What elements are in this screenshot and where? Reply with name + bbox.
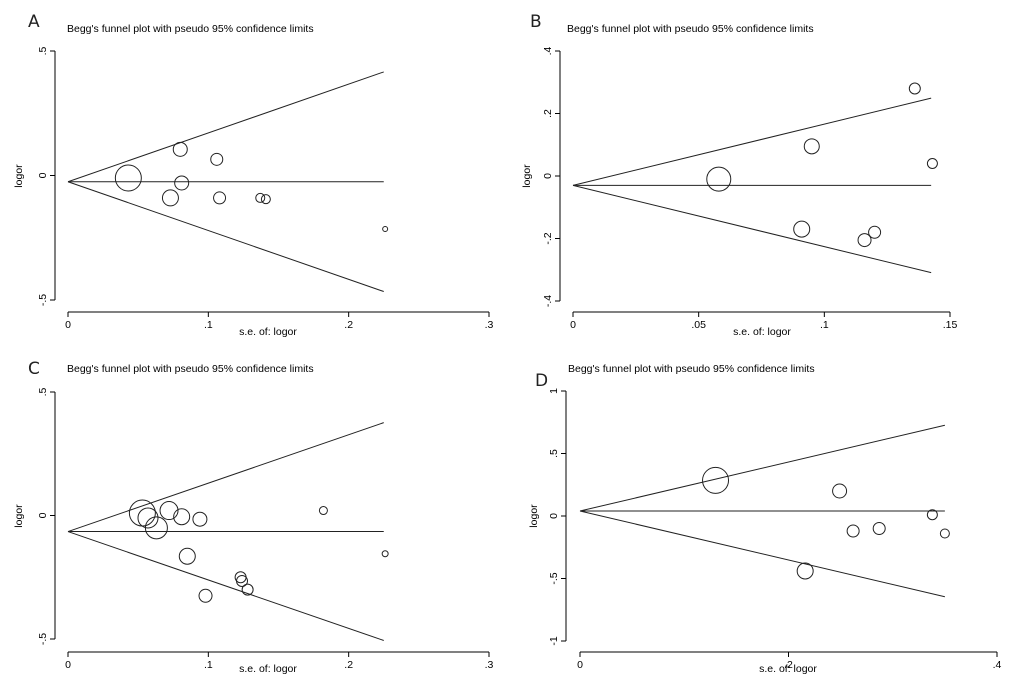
upper-confidence-limit-line	[67, 422, 384, 533]
study-point	[260, 194, 271, 205]
funnel-plot-panel-c: C Begg's funnel plot with pseudo 95% conf…	[13, 359, 494, 675]
study-point	[381, 550, 389, 558]
study-point	[868, 225, 882, 239]
y-axis-title: logor	[528, 504, 540, 528]
chart-title: Begg's funnel plot with pseudo 95% confi…	[67, 23, 314, 35]
study-point	[161, 189, 179, 207]
y-tick-label: 0	[37, 172, 49, 178]
x-axis-title: s.e. of: logor	[239, 663, 297, 675]
panel-label: A	[28, 12, 40, 32]
chart-title: Begg's funnel plot with pseudo 95% confi…	[567, 23, 814, 35]
y-tick-label: .5	[548, 449, 560, 458]
lower-confidence-limit-line	[579, 510, 945, 598]
lower-confidence-limit-line	[67, 531, 384, 641]
x-tick-label: .3	[485, 319, 494, 331]
study-point	[926, 509, 938, 521]
x-tick-label: .3	[485, 659, 494, 671]
x-tick-label: .1	[204, 319, 213, 331]
study-point	[939, 528, 950, 539]
study-point	[173, 508, 191, 526]
funnel-plot-panel-b: B Begg's funnel plot with pseudo 95% conf…	[521, 12, 957, 338]
panel-label: D	[535, 371, 548, 391]
study-point	[706, 166, 732, 192]
funnel-plot-panel-d: D Begg's funnel plot with pseudo 95% conf…	[528, 363, 1002, 675]
y-tick-label: -.5	[37, 294, 49, 306]
study-point	[174, 175, 190, 191]
study-point	[382, 226, 389, 233]
x-tick-label: 0	[65, 659, 71, 671]
study-point	[198, 588, 213, 603]
study-point	[210, 152, 224, 166]
study-point	[172, 141, 188, 157]
upper-confidence-limit-line	[579, 424, 945, 512]
x-tick-label: 0	[577, 659, 583, 671]
study-point	[192, 511, 208, 527]
x-axis-title: s.e. of: logor	[733, 326, 791, 338]
y-tick-label: -.2	[542, 232, 554, 244]
study-point	[213, 191, 227, 205]
study-point	[796, 562, 814, 580]
y-tick-label: -1	[548, 636, 560, 645]
upper-confidence-limit-line	[572, 97, 932, 186]
y-tick-label: 0	[37, 512, 49, 518]
x-tick-label: .1	[204, 659, 213, 671]
y-tick-label: -.4	[542, 295, 554, 307]
panel-label: C	[28, 359, 40, 379]
x-tick-label: .2	[344, 659, 353, 671]
study-point	[255, 192, 266, 203]
x-tick-label: 0	[65, 319, 71, 331]
funnel-plot-panel-a: A Begg's funnel plot with pseudo 95% conf…	[13, 12, 494, 338]
lower-confidence-limit-line	[572, 184, 932, 274]
study-point	[832, 483, 848, 499]
study-point	[318, 506, 328, 516]
y-tick-label: 0	[542, 173, 554, 179]
study-point	[137, 507, 159, 529]
y-axis-title: logor	[13, 504, 25, 528]
study-point	[128, 499, 156, 527]
study-point	[159, 501, 179, 521]
panel-label: B	[530, 12, 542, 32]
study-point	[846, 524, 860, 538]
x-tick-label: .2	[784, 659, 793, 671]
study-point	[241, 583, 254, 596]
x-tick-label: 0	[570, 319, 576, 331]
y-tick-label: .4	[542, 46, 554, 55]
chart-title: Begg's funnel plot with pseudo 95% confi…	[568, 363, 815, 375]
study-point	[908, 82, 921, 95]
study-point	[872, 522, 886, 535]
y-tick-label: .5	[37, 387, 49, 396]
lower-confidence-limit-line	[67, 181, 384, 293]
x-tick-label: .15	[943, 319, 958, 331]
y-tick-label: .5	[37, 46, 49, 55]
study-point	[803, 138, 820, 155]
study-point	[144, 516, 168, 540]
y-axis-title: logor	[521, 164, 533, 188]
x-tick-label: .05	[691, 319, 706, 331]
y-tick-label: 0	[548, 513, 560, 519]
study-point	[702, 466, 730, 494]
y-tick-label: -.5	[37, 633, 49, 645]
x-axis-title: s.e. of: logor	[759, 663, 817, 675]
study-point	[793, 220, 811, 238]
x-axis-title: s.e. of: logor	[239, 326, 297, 338]
study-point	[114, 164, 142, 192]
y-tick-label: 1	[548, 388, 560, 394]
study-point	[926, 158, 938, 169]
chart-title: Begg's funnel plot with pseudo 95% confi…	[67, 363, 314, 375]
x-tick-label: .1	[820, 319, 829, 331]
y-tick-label: .2	[542, 109, 554, 118]
y-tick-label: -.5	[548, 572, 560, 584]
study-point	[857, 233, 872, 248]
y-axis-title: logor	[13, 164, 25, 188]
upper-confidence-limit-line	[67, 71, 384, 183]
x-tick-label: .2	[344, 319, 353, 331]
study-point	[236, 574, 249, 587]
study-point	[178, 547, 196, 565]
x-tick-label: .4	[993, 659, 1002, 671]
